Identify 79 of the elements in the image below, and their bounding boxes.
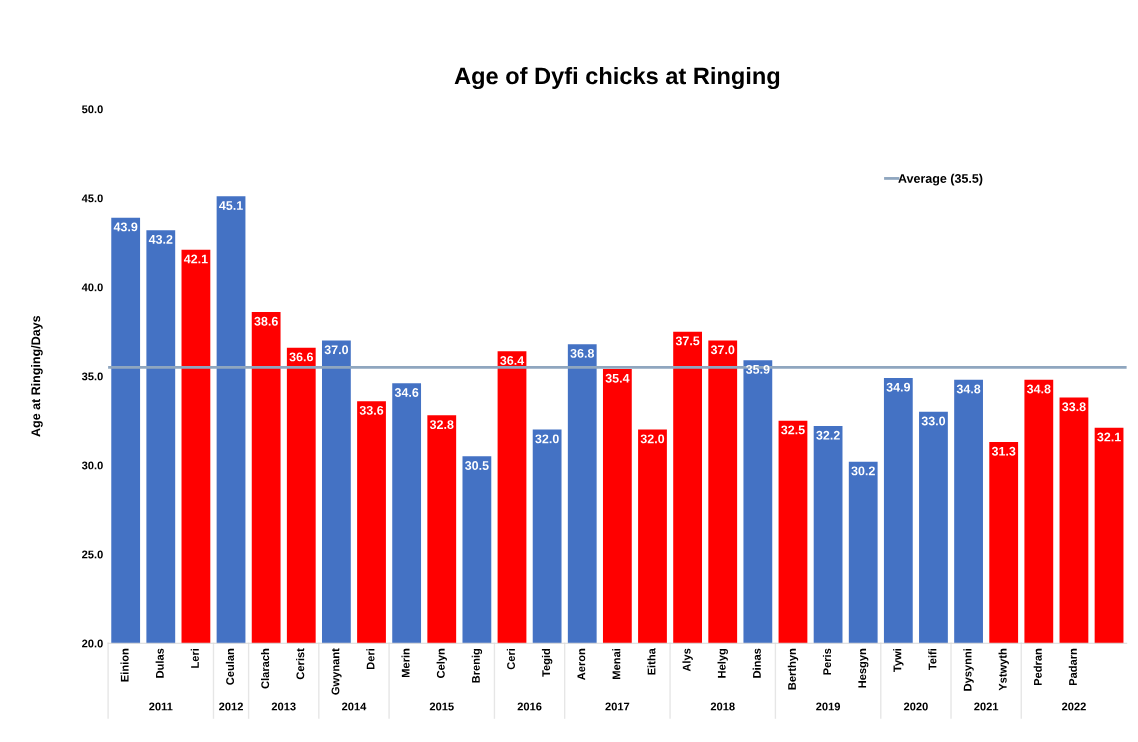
data-label: 30.2 — [851, 466, 875, 476]
data-label: 35.9 — [745, 364, 770, 374]
data-label: 32.0 — [535, 434, 559, 444]
x-tick-label: Menai — [612, 648, 621, 679]
data-label: 34.9 — [886, 382, 911, 392]
x-tick-label: Merin — [401, 648, 410, 678]
data-label: 32.0 — [640, 434, 665, 444]
y-tick-label: 35.0 — [81, 372, 103, 381]
chart-title: Age of Dyfi chicks at Ringing — [454, 66, 780, 90]
data-label: 34.6 — [394, 388, 419, 397]
text: 2013 — [271, 702, 296, 711]
data-label: 34.8 — [1026, 384, 1051, 394]
x-tick-label: Dinas — [752, 648, 761, 678]
x-tick-label: Clarach — [260, 648, 270, 689]
data-label: 37.0 — [710, 345, 735, 355]
x-tick-label: Helyg — [717, 648, 728, 678]
text: 2020 — [903, 702, 928, 711]
data-label: 45.1 — [219, 201, 243, 210]
text: 2014 — [341, 702, 367, 711]
data-label: 36.6 — [289, 352, 313, 362]
data-label: 42.1 — [183, 254, 208, 264]
x-tick-label: Gwynant — [331, 648, 342, 695]
data-label: 33.8 — [1062, 402, 1086, 412]
data-label: 37.5 — [675, 336, 700, 346]
x-tick-label: Padarn — [1068, 648, 1077, 686]
x-tick-label: Hesgyn — [858, 648, 869, 688]
data-label: 38.6 — [254, 316, 278, 326]
y-tick-label: 50.0 — [81, 105, 103, 114]
y-tick-label: 40.0 — [81, 283, 103, 292]
y-axis-title: Age at Ringing/Days — [31, 315, 43, 437]
data-label: 36.4 — [500, 356, 525, 365]
text: 2021 — [974, 702, 999, 711]
x-tick-label: Eitha — [647, 648, 656, 675]
data-label: 32.1 — [1097, 432, 1121, 442]
legend-label: Average (35.5) — [898, 173, 983, 186]
x-tick-label: Deri — [366, 648, 375, 670]
data-label: 31.3 — [991, 446, 1016, 456]
data-label: 35.4 — [605, 373, 630, 383]
x-tick-label: Aeron — [577, 648, 586, 680]
data-label: 43.2 — [148, 234, 173, 244]
text: 2019 — [816, 702, 841, 711]
x-tick-label: Teifi — [928, 648, 937, 671]
data-label: 37.0 — [324, 345, 349, 355]
x-tick-label: Peris — [822, 648, 832, 675]
x-tick-label: Ystwyth — [998, 648, 1009, 691]
x-tick-label: Tegid — [541, 648, 553, 677]
data-label: 33.6 — [359, 405, 384, 415]
x-tick-label: Ceulan — [225, 648, 235, 685]
text: 2016 — [517, 702, 542, 711]
y-tick-label: 30.0 — [81, 461, 103, 470]
text: 2022 — [1061, 702, 1086, 711]
y-tick-label: 25.0 — [82, 550, 103, 559]
x-tick-label: Alys — [682, 648, 693, 672]
x-tick-label: Ceri — [506, 648, 515, 670]
text: 2012 — [219, 702, 243, 711]
data-label: 33.0 — [921, 416, 946, 426]
text: 2018 — [710, 702, 735, 711]
data-label: 32.5 — [781, 425, 805, 435]
x-tick-label: Pedran — [1033, 648, 1042, 686]
x-tick-label: Tywi — [893, 648, 904, 672]
x-tick-label: Cerist — [296, 648, 305, 680]
text: 2011 — [149, 702, 173, 711]
x-tick-label: Brenig — [471, 648, 483, 683]
x-tick-label: Celyn — [436, 648, 447, 678]
data-label: 36.8 — [570, 348, 595, 358]
data-label: 34.8 — [956, 384, 981, 394]
x-tick-label: Einion — [120, 648, 129, 682]
data-label: 32.8 — [429, 420, 454, 430]
x-tick-label: Leri — [190, 648, 199, 668]
x-tick-label: Berthyn — [787, 648, 799, 690]
data-label: 32.2 — [816, 430, 840, 440]
y-tick-label: 45.0 — [81, 194, 103, 203]
y-tick-label: 20.0 — [82, 639, 103, 648]
x-tick-label: Dulas — [155, 648, 164, 678]
text: 2017 — [605, 702, 630, 711]
text: 2015 — [429, 702, 454, 711]
x-tick-label: Dysynni — [963, 648, 974, 691]
data-label: 43.9 — [113, 222, 138, 232]
data-label: 30.5 — [465, 461, 489, 470]
